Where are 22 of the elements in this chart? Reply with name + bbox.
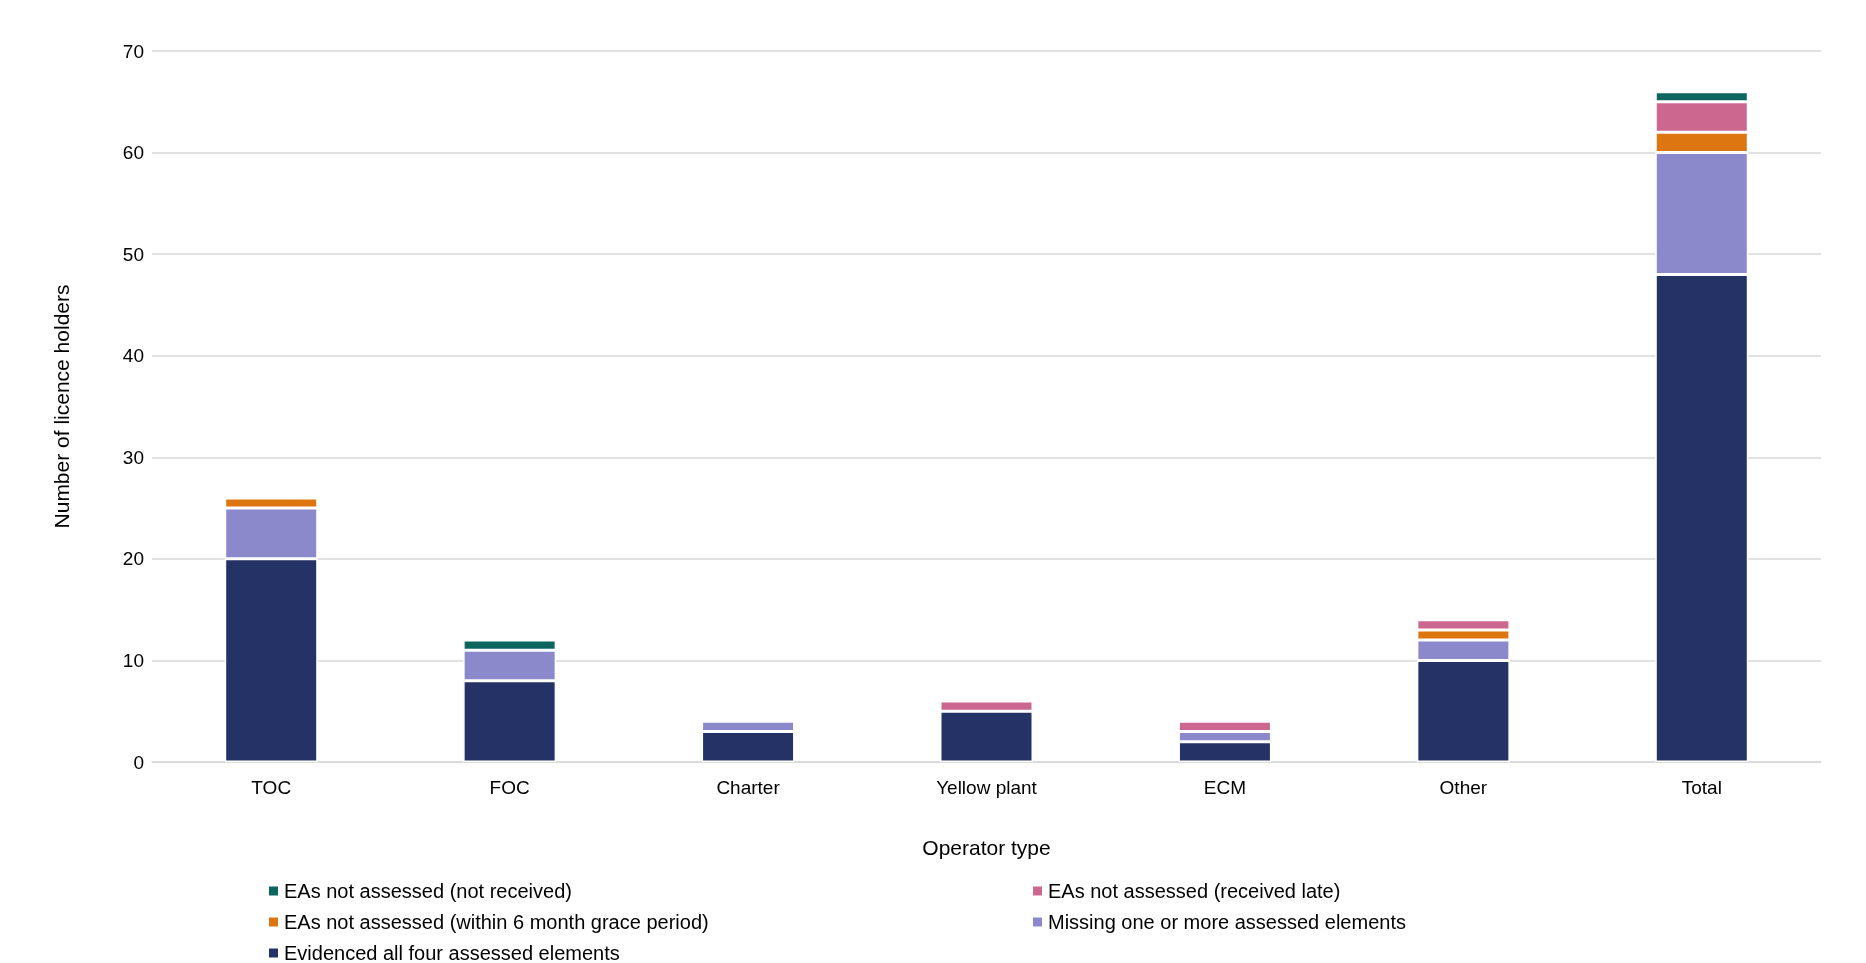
y-tick-label: 60 [122,142,144,164]
y-tick-label: 30 [122,446,144,468]
y-tick-label: 0 [133,751,144,773]
legend-label: EAs not assessed (not received) [284,880,572,902]
x-tick-label: Other [1439,777,1488,798]
x-tick-label: TOC [251,777,292,798]
y-tick-label: 40 [122,345,144,367]
x-tick-label: Charter [716,777,781,798]
y-tick-label: 50 [122,243,144,265]
legend-label: Evidenced all four assessed elements [284,942,620,963]
x-axis-title: Operator type [922,836,1051,859]
legend-label: EAs not assessed (received late) [1048,880,1341,902]
x-tick-label: FOC [489,777,530,798]
legend-label: Missing one or more assessed elements [1048,911,1406,933]
legend-label: EAs not assessed (within 6 month grace period) [284,911,709,933]
x-tick-label: Yellow plant [936,777,1038,798]
y-tick-label: 20 [122,548,144,570]
x-tick-label: Total [1681,777,1722,798]
y-tick-label: 10 [122,649,144,671]
y-tick-label: 70 [122,40,144,62]
x-tick-label: ECM [1203,777,1247,798]
y-axis-title: Number of licence holders [50,284,73,529]
